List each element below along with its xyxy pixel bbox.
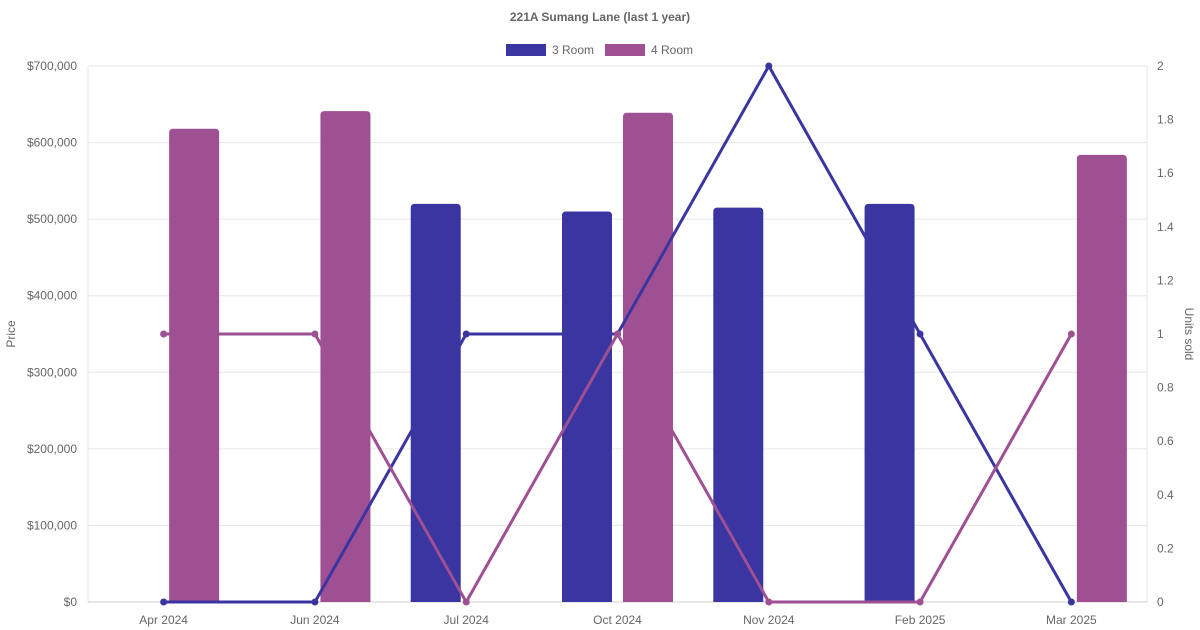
x-tick-label: Jun 2024 bbox=[290, 613, 340, 627]
bar-3-room-jul-2024[interactable] bbox=[410, 203, 461, 603]
point-3-room-jul-2024[interactable] bbox=[462, 330, 470, 338]
point-4-room-nov-2024[interactable] bbox=[765, 598, 773, 606]
point-3-room-mar-2025[interactable] bbox=[1067, 598, 1075, 606]
left-tick-label: $700,000 bbox=[27, 59, 77, 73]
point-4-room-apr-2024[interactable] bbox=[160, 330, 168, 338]
bar-4-room-oct-2024[interactable] bbox=[623, 112, 673, 603]
left-tick-label: $500,000 bbox=[27, 212, 77, 226]
right-axis-ticks: 0 0.2 0.4 0.6 0.8 1 1.2 1.4 1.6 1.8 2 bbox=[1157, 59, 1174, 609]
bar-3-room-feb-2025[interactable] bbox=[864, 203, 915, 603]
left-tick-label: $600,000 bbox=[27, 136, 77, 150]
legend-label-3-room: 3 Room bbox=[552, 43, 594, 57]
right-tick-label: 0 bbox=[1157, 595, 1164, 609]
point-3-room-nov-2024[interactable] bbox=[765, 62, 773, 70]
right-tick-label: 0.8 bbox=[1157, 381, 1174, 395]
left-tick-label: $400,000 bbox=[27, 289, 77, 303]
chart-title: 221A Sumang Lane (last 1 year) bbox=[510, 10, 690, 24]
bar-4-room-apr-2024[interactable] bbox=[169, 128, 220, 602]
right-tick-label: 0.4 bbox=[1157, 488, 1174, 502]
right-tick-label: 0.6 bbox=[1157, 434, 1174, 448]
right-tick-label: 1.2 bbox=[1157, 273, 1174, 287]
bar-4-room-mar-2025[interactable] bbox=[1076, 154, 1127, 602]
x-tick-label: Nov 2024 bbox=[743, 613, 795, 627]
left-tick-label: $0 bbox=[64, 595, 78, 609]
legend-swatch-3-room bbox=[506, 44, 546, 56]
x-tick-label: Oct 2024 bbox=[593, 613, 642, 627]
legend: 3 Room 4 Room bbox=[506, 43, 693, 57]
line-4-room bbox=[163, 332, 1073, 604]
left-axis-ticks: $0 $100,000 $200,000 $300,000 $400,000 $500,0… bbox=[27, 59, 77, 609]
lines bbox=[160, 62, 1075, 606]
right-tick-label: 0.2 bbox=[1157, 541, 1174, 555]
point-4-room-mar-2025[interactable] bbox=[1067, 330, 1075, 338]
legend-item-4-room[interactable]: 4 Room bbox=[605, 43, 693, 57]
bar-3-room-nov-2024[interactable] bbox=[713, 207, 764, 602]
point-4-room-jul-2024[interactable] bbox=[462, 598, 470, 606]
left-tick-label: $100,000 bbox=[27, 518, 77, 532]
left-tick-label: $200,000 bbox=[27, 442, 77, 456]
left-axis-title: Price bbox=[4, 320, 18, 348]
legend-item-3-room[interactable]: 3 Room bbox=[506, 43, 594, 57]
x-tick-label: Mar 2025 bbox=[1046, 613, 1097, 627]
bar-4-room-jun-2024[interactable] bbox=[320, 111, 371, 603]
point-3-room-feb-2025[interactable] bbox=[916, 330, 924, 338]
point-4-room-oct-2024[interactable] bbox=[614, 330, 621, 338]
right-axis-title: Units sold bbox=[1182, 308, 1196, 361]
x-tick-label: Apr 2024 bbox=[139, 613, 188, 627]
legend-swatch-4-room bbox=[605, 44, 645, 56]
point-3-room-jun-2024[interactable] bbox=[311, 598, 319, 606]
right-tick-label: 1.4 bbox=[1157, 220, 1174, 234]
x-tick-label: Jul 2024 bbox=[444, 613, 490, 627]
right-tick-label: 1.6 bbox=[1157, 166, 1174, 180]
legend-label-4-room: 4 Room bbox=[651, 43, 693, 57]
right-tick-label: 1.8 bbox=[1157, 113, 1174, 127]
x-tick-label: Feb 2025 bbox=[895, 613, 946, 627]
x-axis-ticks: Apr 2024 Jun 2024 Jul 2024 Oct 2024 Nov 2024… bbox=[139, 613, 1097, 627]
right-tick-label: 1 bbox=[1157, 327, 1164, 341]
bars bbox=[169, 111, 1127, 603]
right-tick-label: 2 bbox=[1157, 59, 1164, 73]
point-4-room-feb-2025[interactable] bbox=[916, 598, 924, 606]
point-4-room-jun-2024[interactable] bbox=[311, 330, 319, 338]
left-tick-label: $300,000 bbox=[27, 365, 77, 379]
point-3-room-apr-2024[interactable] bbox=[160, 598, 168, 606]
bar-3-room-oct-2024[interactable] bbox=[562, 211, 612, 602]
